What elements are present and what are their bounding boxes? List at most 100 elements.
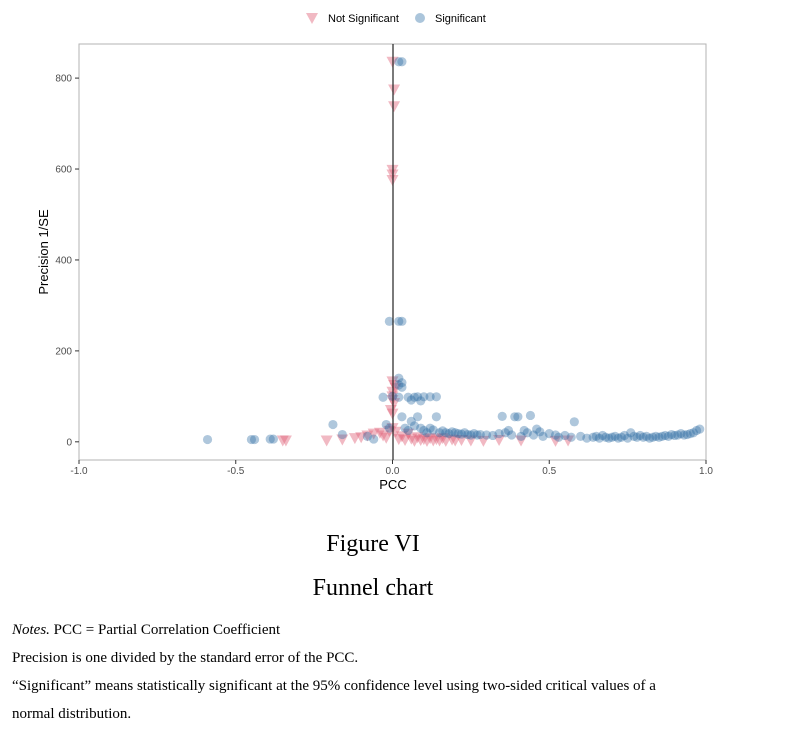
significant-point — [691, 425, 702, 436]
significant-point — [648, 432, 658, 442]
not-significant-point — [515, 435, 528, 447]
not-significant-point — [420, 435, 433, 447]
notes-line-3: “Significant” means statistically signif… — [12, 678, 656, 694]
significant-point — [268, 434, 278, 444]
not-significant-point — [355, 432, 368, 444]
notes: Notes. PCC = Partial Correlation Coeffic… — [12, 616, 762, 728]
significant-point — [362, 431, 373, 441]
funnel-chart: Not Significant Significant -1.0 -0.5 0.0 0… — [36, 13, 713, 492]
not-significant-point — [411, 432, 424, 444]
not-significant-point — [336, 434, 349, 446]
significant-point — [394, 57, 404, 67]
significant-point — [394, 373, 404, 383]
significant-point — [409, 392, 420, 402]
not-significant-point — [439, 435, 452, 447]
significant-point — [673, 430, 683, 440]
significant-point — [460, 428, 470, 438]
significant-point — [676, 429, 686, 439]
data-points — [202, 56, 705, 447]
significant-point — [378, 392, 388, 402]
not-significant-point — [367, 428, 380, 440]
significant-point — [397, 316, 407, 326]
not-significant-point — [388, 84, 401, 96]
significant-point — [397, 57, 407, 67]
not-significant-point — [348, 433, 361, 445]
significant-point — [450, 428, 460, 438]
significant-point — [695, 424, 705, 434]
significant-point — [249, 434, 260, 445]
significant-point — [422, 428, 432, 438]
significant-point — [632, 432, 642, 442]
not-significant-point — [446, 434, 459, 446]
not-significant-point — [380, 432, 393, 444]
x-tick-label: -1.0 — [70, 466, 88, 477]
y-tick-label: 200 — [55, 346, 72, 357]
legend-label-not-significant: Not Significant — [328, 13, 399, 25]
x-tick-label: -0.5 — [227, 466, 245, 477]
significant-point — [666, 429, 677, 440]
x-tick-label: 0.5 — [542, 466, 556, 477]
significant-point — [497, 411, 507, 421]
notes-line-4: normal distribution. — [12, 706, 132, 722]
significant-point — [394, 392, 404, 402]
not-significant-point — [464, 435, 477, 447]
significant-point — [569, 417, 579, 427]
significant-point — [500, 428, 510, 438]
significant-point — [488, 430, 498, 441]
significant-point — [670, 430, 680, 441]
significant-point — [406, 395, 416, 405]
not-significant-point — [377, 430, 390, 442]
figure-number: Figure VI — [326, 531, 420, 557]
y-tick-label: 600 — [55, 165, 72, 176]
significant-point — [441, 428, 451, 438]
significant-point — [522, 428, 532, 438]
y-tick-label: 0 — [66, 437, 72, 448]
not-significant-point — [433, 435, 446, 447]
not-significant-point — [493, 434, 506, 446]
significant-point — [688, 428, 699, 438]
not-significant-point — [402, 428, 415, 440]
significant-point — [654, 432, 664, 442]
not-significant-point — [417, 434, 430, 446]
significant-point — [394, 380, 404, 390]
significant-point — [613, 433, 623, 443]
x-tick-label: 0.0 — [386, 466, 400, 477]
significant-point — [400, 423, 410, 433]
significant-point — [381, 419, 391, 430]
significant-point — [337, 429, 347, 440]
significant-point — [409, 421, 420, 431]
significant-point — [663, 431, 673, 441]
legend: Not Significant Significant — [306, 13, 486, 25]
significant-point — [328, 419, 338, 430]
significant-point — [576, 431, 586, 441]
notes-line-1: Notes. PCC = Partial Correlation Coeffic… — [12, 616, 762, 644]
significant-point — [582, 433, 592, 443]
significant-point — [616, 432, 626, 442]
significant-point — [516, 431, 526, 441]
significant-point — [419, 425, 429, 436]
significant-point — [591, 431, 601, 441]
y-axis: 0 200 400 600 800 — [55, 74, 79, 448]
significant-point — [588, 432, 598, 442]
significant-point — [623, 433, 633, 443]
notes-line-1-text: PCC = Partial Correlation Coefficient — [49, 622, 281, 638]
significant-point — [447, 427, 457, 437]
not-significant-point — [320, 435, 333, 447]
significant-point — [601, 432, 611, 442]
significant-point — [434, 428, 445, 438]
significant-point — [594, 433, 605, 443]
y-axis-title: Precision 1/SE — [36, 209, 51, 295]
not-significant-point — [405, 433, 418, 445]
legend-item-not-significant: Not Significant — [306, 13, 399, 25]
significant-point — [425, 392, 435, 402]
significant-point — [597, 430, 608, 441]
significant-point — [644, 433, 655, 443]
significant-point — [412, 412, 423, 422]
legend-marker-circle — [415, 13, 425, 23]
significant-point — [626, 428, 636, 438]
significant-point — [610, 431, 620, 441]
not-significant-point — [388, 379, 401, 391]
significant-point — [469, 429, 479, 439]
significant-point — [535, 427, 545, 437]
not-significant-point — [361, 430, 374, 442]
